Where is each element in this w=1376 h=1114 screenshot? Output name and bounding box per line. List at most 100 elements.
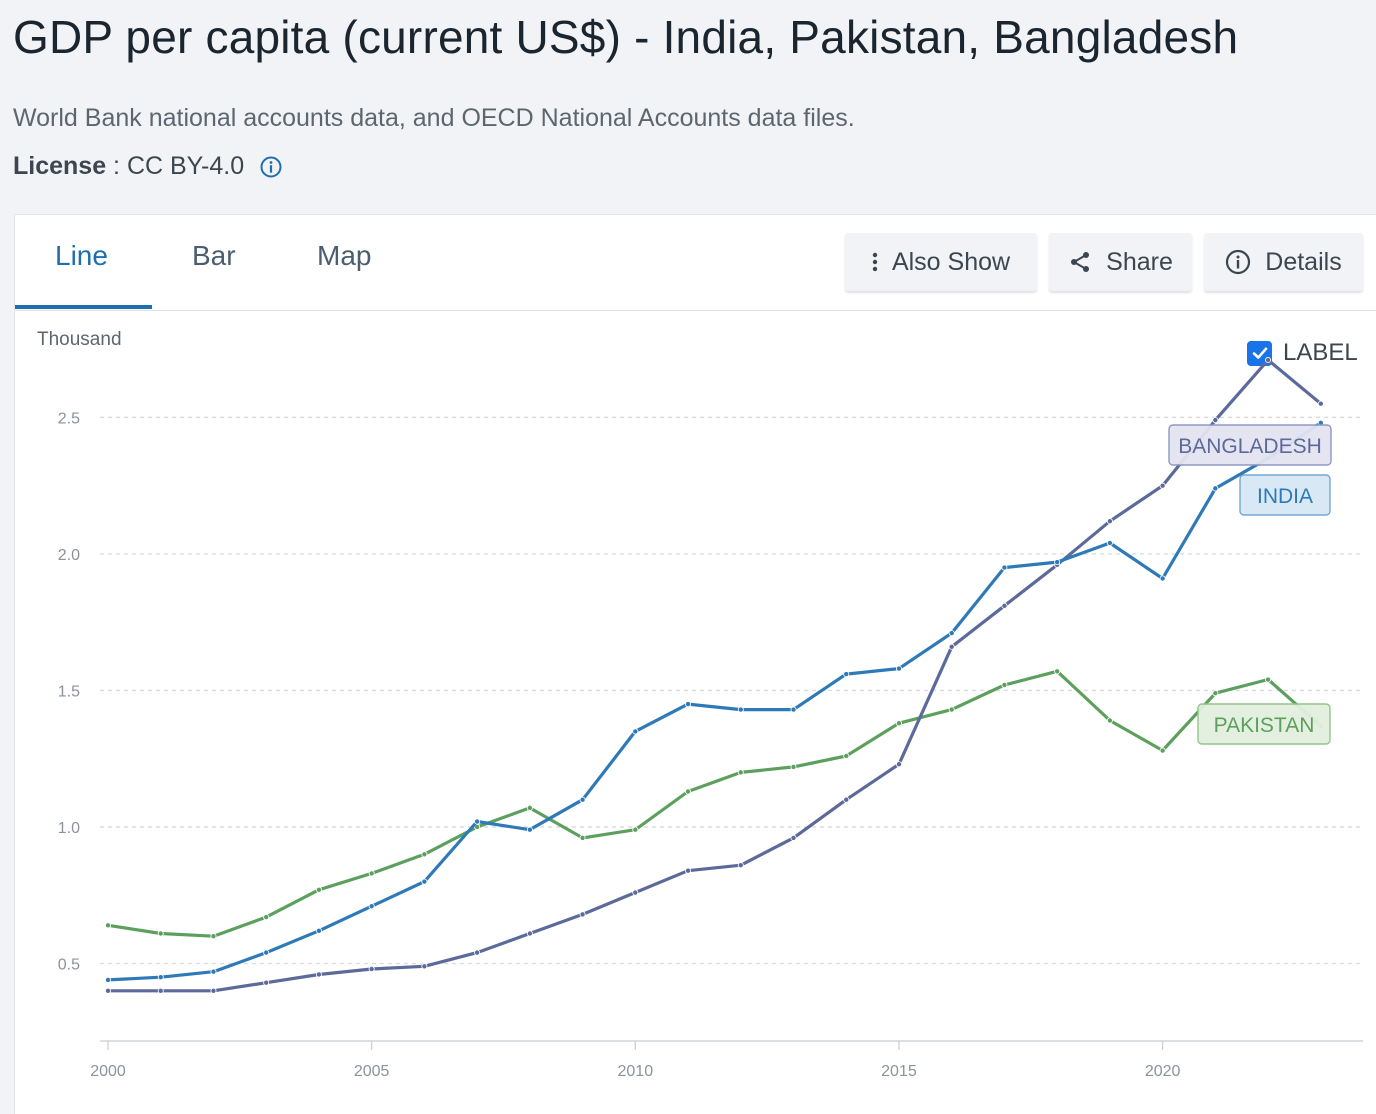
data-point-bangladesh: [790, 834, 797, 841]
data-point-pakistan: [1159, 747, 1166, 754]
series-tag-india: INDIA: [1257, 485, 1313, 508]
data-point-india: [1001, 564, 1008, 571]
data-point-bangladesh: [948, 643, 955, 650]
data-point-pakistan: [1054, 668, 1061, 675]
chart-tabs: Line Bar Map Also Show Share Details: [15, 215, 1376, 311]
data-point-pakistan: [1265, 676, 1272, 683]
x-tick-label: 2020: [1145, 1063, 1181, 1080]
data-point-india: [948, 630, 955, 637]
details-button[interactable]: Details: [1204, 233, 1363, 291]
y-tick-label: 1.0: [58, 820, 80, 837]
data-point-india: [1106, 540, 1113, 547]
data-point-pakistan: [790, 763, 797, 770]
data-point-india: [105, 976, 112, 983]
series-tag-box-pakistan: [1197, 703, 1331, 745]
data-point-india: [1054, 559, 1061, 566]
data-point-bangladesh: [1001, 602, 1008, 609]
data-point-india: [315, 927, 322, 934]
data-point-bangladesh: [315, 971, 322, 978]
data-point-india: [790, 706, 797, 713]
data-point-india: [1159, 575, 1166, 582]
data-point-bangladesh: [737, 862, 744, 869]
data-point-india: [368, 903, 375, 910]
data-point-india: [157, 974, 164, 981]
data-point-pakistan: [1106, 717, 1113, 724]
data-point-bangladesh: [579, 911, 586, 918]
y-tick-label: 0.5: [58, 957, 80, 974]
series-line-india: [106, 421, 1323, 982]
data-point-bangladesh: [368, 966, 375, 973]
share-icon: [1068, 250, 1092, 274]
share-button[interactable]: Share: [1049, 233, 1192, 291]
data-point-india: [210, 968, 217, 975]
data-point-pakistan: [157, 930, 164, 937]
y-tick-label: 1.5: [58, 683, 80, 700]
data-point-bangladesh: [1265, 357, 1272, 364]
data-point-bangladesh: [157, 987, 164, 994]
y-tick-label: 2.0: [58, 547, 80, 564]
data-point-india: [474, 818, 481, 825]
data-point-india: [632, 728, 639, 735]
data-point-bangladesh: [474, 949, 481, 956]
data-point-india: [843, 671, 850, 678]
label-toggle[interactable]: LABEL: [1247, 339, 1358, 367]
active-tab-indicator: [15, 305, 152, 309]
details-label: Details: [1265, 247, 1342, 276]
info-circle-icon[interactable]: [260, 156, 282, 178]
data-point-pakistan: [315, 886, 322, 893]
data-point-bangladesh: [1212, 417, 1219, 424]
data-point-bangladesh: [105, 987, 112, 994]
series-tag-box-bangladesh: [1168, 424, 1332, 466]
data-point-bangladesh: [263, 979, 270, 986]
license-value: CC BY-4.0: [126, 152, 245, 180]
x-tick-label: 2010: [618, 1063, 654, 1080]
series-tag-box-india: [1239, 474, 1331, 516]
also-show-button[interactable]: Also Show: [845, 233, 1037, 291]
data-point-bangladesh: [895, 761, 902, 768]
data-point-bangladesh: [210, 987, 217, 994]
data-point-india: [421, 878, 428, 885]
data-point-pakistan: [895, 720, 902, 727]
data-point-pakistan: [210, 933, 217, 940]
data-point-pakistan: [526, 804, 533, 811]
data-point-pakistan: [948, 706, 955, 713]
series-tag-pakistan: PAKISTAN: [1214, 714, 1315, 737]
series-line-bangladesh: [106, 358, 1323, 993]
data-point-india: [263, 949, 270, 956]
data-point-pakistan: [421, 851, 428, 858]
data-point-pakistan: [843, 753, 850, 760]
data-point-pakistan: [105, 922, 112, 929]
series-tag-bangladesh: BANGLADESH: [1178, 435, 1322, 458]
series-line-pakistan: [106, 669, 1323, 938]
x-tick-label: 2005: [354, 1063, 390, 1080]
data-point-pakistan: [1001, 682, 1008, 689]
data-point-india: [526, 826, 533, 833]
data-point-india: [1212, 485, 1219, 492]
data-point-bangladesh: [685, 867, 692, 874]
tab-line[interactable]: Line: [55, 240, 108, 271]
y-tick-label: 2.5: [58, 410, 80, 427]
info-circle-icon: [1225, 249, 1251, 275]
tab-bar[interactable]: Bar: [192, 240, 236, 271]
label-toggle-text: LABEL: [1283, 339, 1358, 366]
data-point-bangladesh: [632, 889, 639, 896]
data-point-pakistan: [579, 834, 586, 841]
data-point-bangladesh: [1159, 482, 1166, 489]
data-point-bangladesh: [1317, 400, 1324, 407]
vertical-dots-icon: [872, 251, 878, 273]
data-point-pakistan: [368, 870, 375, 877]
license-separator: :: [106, 152, 127, 180]
data-point-india: [579, 796, 586, 803]
license-label: License: [13, 152, 107, 180]
x-tick-label: 2000: [90, 1063, 126, 1080]
data-point-india: [737, 706, 744, 713]
x-tick-label: 2015: [881, 1063, 917, 1080]
data-point-pakistan: [1212, 690, 1219, 697]
data-point-bangladesh: [843, 796, 850, 803]
page-title: GDP per capita (current US$) - India, Pa…: [13, 11, 1239, 63]
y-axis-unit-label: Thousand: [37, 329, 122, 350]
data-point-bangladesh: [421, 963, 428, 970]
tab-map[interactable]: Map: [317, 240, 372, 271]
data-point-bangladesh: [526, 930, 533, 937]
